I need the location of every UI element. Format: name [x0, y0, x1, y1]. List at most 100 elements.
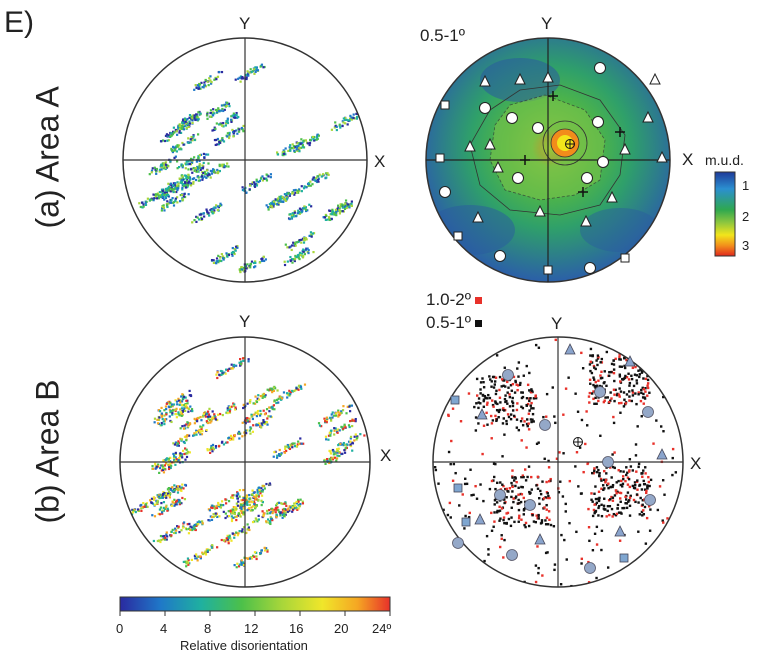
mud-tick-3: 3 [742, 238, 750, 253]
orientation-markers [450, 343, 668, 574]
orientation-cluster [206, 430, 242, 455]
marker-cross [578, 187, 588, 197]
orientation-cluster [222, 494, 259, 520]
disorientation-colorbar-title: Relative disorientation [180, 638, 308, 653]
mud-tick-2: 2 [742, 209, 750, 224]
marker-square [453, 231, 463, 241]
marker-circle [584, 262, 596, 274]
orientation-cluster [322, 199, 353, 219]
marker-circle [494, 250, 506, 262]
marker-triangle [564, 343, 576, 355]
marker-circle [479, 102, 491, 114]
pole-figure-area-b-left [119, 336, 371, 588]
orientation-cluster [293, 133, 320, 153]
marker-circle [532, 122, 544, 134]
orientation-cluster [242, 385, 279, 410]
orientation-cluster [272, 437, 305, 459]
marker-triangle [492, 160, 504, 173]
orientation-cluster [151, 447, 188, 470]
marker-square [440, 100, 450, 110]
orientation-cluster [230, 498, 265, 523]
orientation-cluster [238, 255, 267, 274]
marker-circle [452, 537, 464, 549]
x-axis-label-a-right: X [682, 150, 694, 169]
orientation-cluster [241, 173, 273, 194]
marker-circle [524, 499, 536, 511]
orientation-cluster [172, 425, 208, 447]
orientation-cluster [211, 111, 240, 132]
orientation-cluster [170, 133, 200, 154]
x-axis-label-b-left: X [380, 446, 392, 465]
mud-colorbar [714, 171, 736, 257]
legend-label: 0.5-1º [426, 313, 471, 332]
marker-square [620, 253, 630, 263]
orientation-cluster [153, 399, 189, 424]
orientation-cluster [210, 244, 239, 265]
orientation-cluster [160, 173, 192, 194]
orientation-cluster [251, 501, 287, 524]
orientation-cluster [323, 202, 353, 222]
orientation-cluster [284, 231, 316, 252]
marker-center-cross [573, 437, 583, 447]
orientation-cluster [238, 415, 273, 440]
marker-triangle [472, 210, 484, 223]
orientation-cluster [220, 523, 251, 545]
legend-item-05-1deg: 0.5-1º [426, 313, 482, 333]
orientation-cluster [176, 152, 210, 170]
orientation-cluster [193, 70, 224, 91]
orientation-cluster [330, 112, 361, 132]
disorientation-colorbar [119, 596, 391, 616]
mud-colorbar-gradient [714, 171, 736, 257]
y-axis-label-b-left: Y [239, 312, 251, 331]
legend-label: 1.0-2º [426, 290, 471, 309]
marker-circle [642, 406, 654, 418]
orientation-cluster [213, 124, 245, 147]
orientation-clusters [130, 356, 366, 569]
marker-square [543, 265, 553, 275]
marker-triangle [474, 513, 486, 525]
marker-circle [502, 369, 514, 381]
marker-circle [592, 116, 604, 128]
marker-triangle [656, 150, 668, 163]
marker-triangle [624, 355, 636, 367]
marker-circle [506, 112, 518, 124]
orientation-cluster [300, 172, 330, 193]
orientation-cluster [205, 101, 231, 120]
marker-circle [594, 62, 606, 74]
orientation-cluster [159, 123, 190, 143]
dis-tick-24: 24º [372, 621, 392, 636]
marker-triangle [619, 142, 631, 155]
marker-triangle [514, 72, 526, 85]
dis-tick-4: 4 [160, 621, 168, 636]
marker-triangle [656, 448, 668, 460]
orientation-cluster [207, 488, 245, 512]
marker-circle [494, 489, 506, 501]
marker-circle [644, 494, 656, 506]
orientation-cluster [276, 138, 307, 157]
orientation-cluster [156, 405, 194, 427]
orientation-cluster [178, 110, 202, 130]
dis-tick-16: 16 [289, 621, 304, 636]
orientation-cluster [283, 247, 315, 267]
orientation-markers [435, 62, 668, 275]
pole-figure-area-b-right [432, 336, 684, 588]
orientation-cluster [151, 496, 187, 518]
orientation-clusters [138, 63, 361, 274]
marker-square [461, 517, 471, 527]
orientation-cluster [152, 521, 191, 544]
orientation-cluster [148, 155, 179, 176]
y-axis-label-b-right: Y [551, 314, 563, 333]
orientation-cluster [235, 482, 272, 505]
orientation-cluster [270, 498, 305, 520]
marker-center-cross [565, 139, 575, 149]
marker-square [450, 395, 460, 405]
marker-triangle [642, 110, 654, 123]
marker-circle [584, 562, 596, 574]
orientation-cluster [157, 389, 193, 413]
marker-cross [615, 127, 625, 137]
x-axis-label-a-left: X [374, 152, 386, 171]
marker-triangle [479, 74, 491, 87]
orientation-cluster [191, 202, 223, 224]
marker-circle [439, 186, 451, 198]
